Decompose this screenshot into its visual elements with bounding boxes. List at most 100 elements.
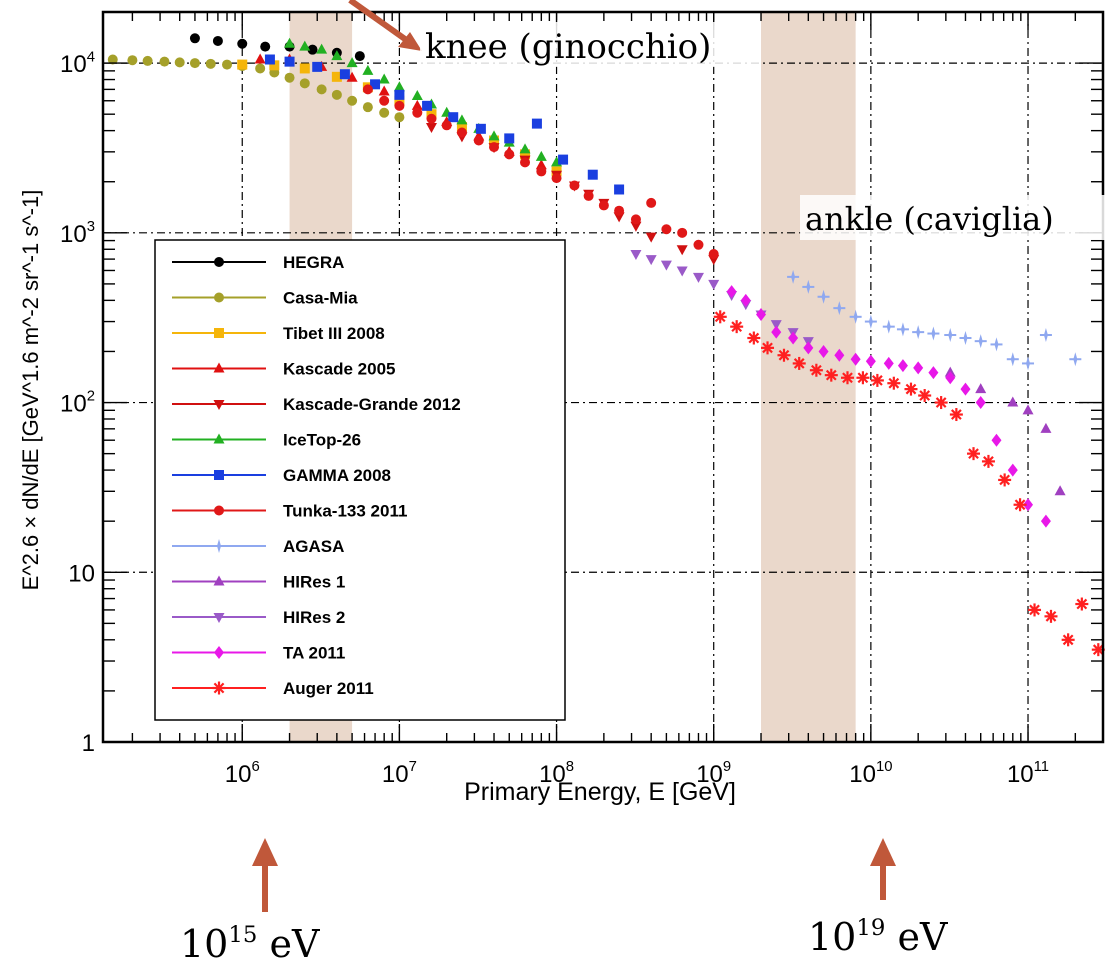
ankle-label-bg [800, 195, 1109, 240]
asterisk-stroke [857, 372, 869, 384]
data-point [412, 107, 423, 118]
data-point [587, 169, 598, 180]
data-point [747, 331, 761, 345]
data-point [312, 61, 323, 72]
asterisk-stroke [748, 332, 760, 344]
asterisk-stroke [935, 397, 947, 408]
data-point [456, 114, 468, 125]
legend-label: TA 2011 [283, 644, 345, 663]
legend-marker [213, 613, 225, 623]
data-point [770, 320, 782, 331]
y-tick-label: 10 [68, 560, 95, 587]
data-point [646, 197, 657, 208]
data-point [630, 214, 641, 225]
data-point [237, 38, 248, 49]
data-point [284, 37, 296, 48]
data-point [730, 320, 744, 334]
asterisk-stroke [213, 682, 225, 694]
data-point [426, 113, 437, 124]
series-tunka-133-2011 [362, 84, 719, 260]
data-point [661, 224, 672, 235]
legend-marker [212, 681, 226, 695]
data-point [692, 272, 704, 283]
data-point [850, 352, 861, 366]
data-point [660, 260, 672, 271]
data-point [771, 325, 782, 339]
plot-frame [101, 10, 1105, 744]
data-point [975, 383, 987, 394]
data-point [331, 89, 342, 100]
series-agasa [787, 269, 1082, 371]
data-point [1061, 633, 1075, 647]
data-point [488, 130, 500, 141]
data-point [818, 344, 829, 358]
data-point [269, 60, 280, 71]
data-point [362, 84, 373, 95]
data-point [991, 433, 1002, 447]
data-point [489, 135, 500, 146]
data-point [897, 359, 908, 373]
series-ta-2011 [726, 285, 1051, 528]
x-tick-label: 106 [225, 759, 260, 788]
legend-entry: Casa-Mia [172, 289, 358, 308]
data-point [1028, 603, 1042, 617]
data-point [949, 408, 963, 422]
data-point [394, 112, 405, 123]
legend-entry: HIRes 1 [172, 573, 345, 592]
data-point [998, 473, 1012, 487]
data-point [1040, 422, 1052, 433]
data-point [189, 58, 200, 69]
asterisk-stroke [842, 372, 853, 384]
asterisk-stroke [1014, 499, 1026, 511]
legend-label: Tunka-133 2011 [283, 502, 407, 521]
data-point [379, 107, 390, 118]
ankle-label: ankle (caviglia) [805, 200, 1054, 238]
legend-marker [214, 292, 224, 303]
data-point [339, 69, 350, 80]
data-point [448, 112, 459, 123]
series-gamma-2008 [264, 54, 625, 195]
legend-marker [214, 257, 224, 267]
data-point [189, 33, 200, 44]
data-point [614, 205, 625, 216]
data-point [107, 54, 118, 65]
legend-marker [213, 400, 225, 410]
legend-label: Kascade-Grande 2012 [283, 395, 461, 414]
legend-marker [214, 646, 224, 659]
arrow-10-15-ev [252, 838, 278, 912]
legend-label: GAMMA 2008 [283, 466, 391, 485]
data-point [928, 366, 939, 380]
asterisk-stroke [793, 358, 805, 369]
data-point [809, 363, 823, 377]
legend-marker [214, 328, 224, 338]
asterisk-stroke [1045, 610, 1057, 622]
data-point [316, 84, 327, 95]
legend-entry: Tunka-133 2011 [172, 502, 407, 521]
data-point [299, 78, 310, 89]
series-casa-mia [107, 54, 405, 123]
data-point [1023, 498, 1034, 512]
data-point [316, 43, 328, 54]
asterisk-stroke [810, 364, 822, 376]
series-auger-2011 [713, 310, 1105, 657]
data-point [967, 447, 981, 461]
data-point [331, 50, 343, 61]
legend-marker [214, 470, 224, 480]
data-point [904, 382, 918, 396]
asterisk-stroke [905, 383, 917, 395]
data-point [394, 95, 405, 106]
data-point [777, 348, 791, 362]
data-point [677, 227, 688, 238]
data-point [569, 180, 580, 191]
data-point [456, 122, 467, 133]
series-hires-1 [944, 366, 1066, 496]
data-point [362, 64, 374, 75]
data-point [1054, 485, 1066, 496]
legend-entry: Auger 2011 [172, 679, 374, 698]
data-point [708, 249, 719, 260]
data-point [255, 63, 266, 74]
data-point [284, 56, 295, 67]
asterisk-stroke [1062, 634, 1074, 646]
asterisk-stroke [731, 321, 743, 333]
legend-label: Kascade 2005 [283, 360, 395, 379]
